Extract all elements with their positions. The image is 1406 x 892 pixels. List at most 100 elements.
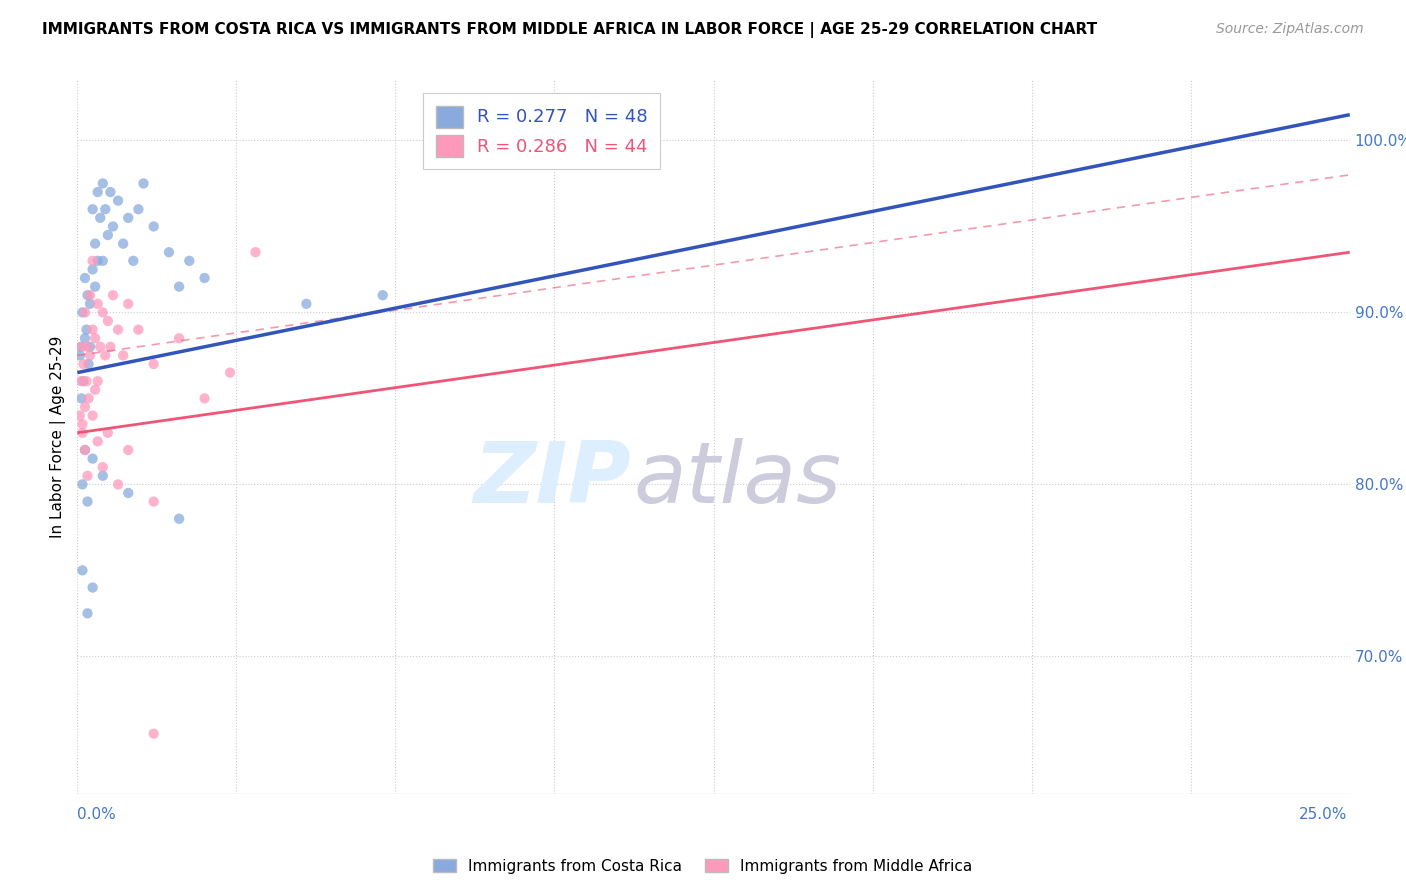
Point	[84, 383, 107, 397]
Point	[84, 236, 107, 251]
Point	[371, 288, 394, 302]
Point	[107, 194, 129, 208]
Point	[101, 288, 124, 302]
Point	[73, 331, 96, 345]
Point	[86, 434, 108, 449]
Point	[142, 357, 165, 371]
Point	[157, 245, 180, 260]
Point	[73, 442, 96, 457]
Point	[76, 288, 98, 302]
Point	[91, 460, 114, 475]
Point	[91, 177, 114, 191]
Point	[91, 305, 114, 319]
Point	[73, 305, 96, 319]
Point	[82, 262, 104, 277]
Point	[86, 185, 108, 199]
Point	[73, 442, 96, 457]
Point	[82, 253, 104, 268]
Point	[86, 253, 108, 268]
Point	[112, 236, 135, 251]
Point	[94, 202, 117, 217]
Text: 25.0%: 25.0%	[1299, 807, 1347, 822]
Point	[79, 297, 101, 311]
Legend: R = 0.277   N = 48, R = 0.286   N = 44: R = 0.277 N = 48, R = 0.286 N = 44	[423, 93, 661, 169]
Point	[69, 348, 91, 362]
Point	[76, 374, 98, 388]
Point	[117, 211, 139, 225]
Point	[76, 323, 98, 337]
Point	[82, 451, 104, 466]
Point	[194, 271, 217, 285]
Point	[72, 305, 94, 319]
Point	[117, 442, 139, 457]
Point	[70, 340, 93, 354]
Point	[107, 323, 129, 337]
Point	[295, 297, 318, 311]
Point	[100, 340, 122, 354]
Point	[101, 219, 124, 234]
Point	[82, 409, 104, 423]
Point	[82, 202, 104, 217]
Point	[97, 227, 120, 242]
Point	[84, 331, 107, 345]
Point	[97, 425, 120, 440]
Point	[142, 219, 165, 234]
Point	[219, 366, 242, 380]
Point	[86, 374, 108, 388]
Point	[117, 486, 139, 500]
Point	[72, 417, 94, 432]
Point	[84, 279, 107, 293]
Text: IMMIGRANTS FROM COSTA RICA VS IMMIGRANTS FROM MIDDLE AFRICA IN LABOR FORCE | AGE: IMMIGRANTS FROM COSTA RICA VS IMMIGRANTS…	[42, 22, 1097, 38]
Point	[70, 374, 93, 388]
Point	[167, 279, 190, 293]
Point	[167, 331, 190, 345]
Point	[179, 253, 201, 268]
Point	[127, 323, 149, 337]
Point	[76, 494, 98, 508]
Point	[91, 468, 114, 483]
Point	[100, 185, 122, 199]
Text: atlas: atlas	[633, 438, 841, 522]
Point	[86, 297, 108, 311]
Point	[79, 348, 101, 362]
Point	[194, 392, 217, 406]
Point	[69, 409, 91, 423]
Point	[117, 297, 139, 311]
Point	[76, 607, 98, 621]
Point	[76, 340, 98, 354]
Point	[73, 271, 96, 285]
Point	[76, 468, 98, 483]
Point	[167, 512, 190, 526]
Point	[89, 211, 111, 225]
Point	[79, 340, 101, 354]
Point	[91, 253, 114, 268]
Point	[112, 348, 135, 362]
Point	[70, 340, 93, 354]
Point	[72, 374, 94, 388]
Point	[127, 202, 149, 217]
Point	[77, 392, 100, 406]
Point	[89, 340, 111, 354]
Point	[72, 563, 94, 577]
Point	[142, 494, 165, 508]
Text: 0.0%: 0.0%	[77, 807, 117, 822]
Point	[82, 323, 104, 337]
Legend: Immigrants from Costa Rica, Immigrants from Middle Africa: Immigrants from Costa Rica, Immigrants f…	[427, 853, 979, 880]
Point	[94, 348, 117, 362]
Point	[97, 314, 120, 328]
Point	[245, 245, 267, 260]
Text: ZIP: ZIP	[474, 438, 631, 522]
Point	[73, 400, 96, 414]
Point	[122, 253, 145, 268]
Point	[107, 477, 129, 491]
Point	[82, 581, 104, 595]
Point	[79, 288, 101, 302]
Point	[72, 477, 94, 491]
Point	[132, 177, 155, 191]
Point	[72, 357, 94, 371]
Y-axis label: In Labor Force | Age 25-29: In Labor Force | Age 25-29	[51, 336, 66, 538]
Point	[77, 357, 100, 371]
Point	[70, 392, 93, 406]
Point	[142, 727, 165, 741]
Point	[72, 425, 94, 440]
